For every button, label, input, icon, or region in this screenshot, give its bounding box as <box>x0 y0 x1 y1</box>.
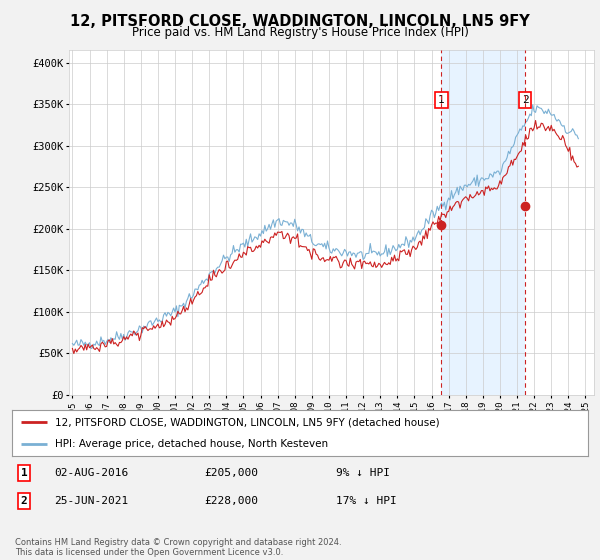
Text: 1: 1 <box>20 468 28 478</box>
Text: 9% ↓ HPI: 9% ↓ HPI <box>336 468 390 478</box>
Text: 02-AUG-2016: 02-AUG-2016 <box>54 468 128 478</box>
Text: £228,000: £228,000 <box>204 496 258 506</box>
Text: £205,000: £205,000 <box>204 468 258 478</box>
Text: 25-JUN-2021: 25-JUN-2021 <box>54 496 128 506</box>
Text: 12, PITSFORD CLOSE, WADDINGTON, LINCOLN, LN5 9FY (detached house): 12, PITSFORD CLOSE, WADDINGTON, LINCOLN,… <box>55 417 440 427</box>
Text: 12, PITSFORD CLOSE, WADDINGTON, LINCOLN, LN5 9FY: 12, PITSFORD CLOSE, WADDINGTON, LINCOLN,… <box>70 14 530 29</box>
Bar <box>442 50 525 395</box>
Text: 17% ↓ HPI: 17% ↓ HPI <box>336 496 397 506</box>
Text: Price paid vs. HM Land Registry's House Price Index (HPI): Price paid vs. HM Land Registry's House … <box>131 26 469 39</box>
Text: 1: 1 <box>438 95 445 105</box>
Text: HPI: Average price, detached house, North Kesteven: HPI: Average price, detached house, Nort… <box>55 439 328 449</box>
Text: 2: 2 <box>522 95 529 105</box>
Text: 2: 2 <box>20 496 28 506</box>
Text: Contains HM Land Registry data © Crown copyright and database right 2024.
This d: Contains HM Land Registry data © Crown c… <box>15 538 341 557</box>
